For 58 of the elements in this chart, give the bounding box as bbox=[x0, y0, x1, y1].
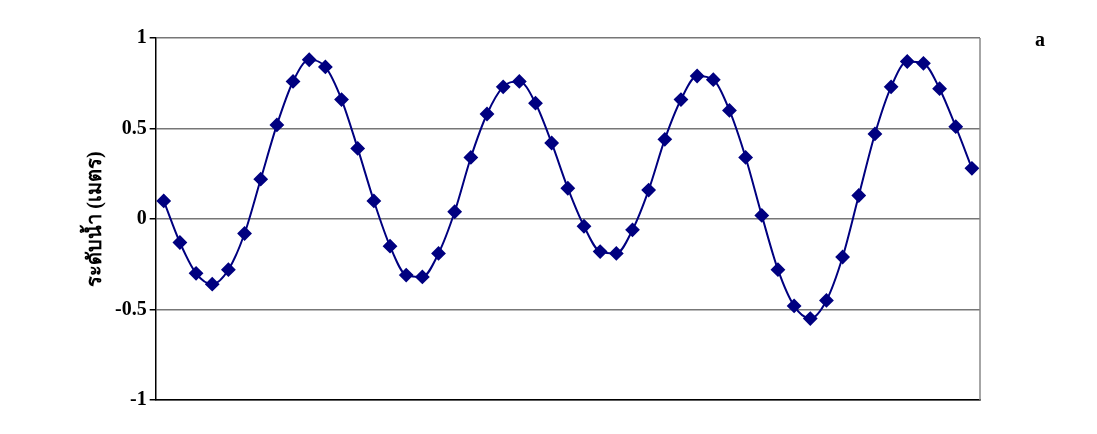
point bbox=[415, 269, 430, 284]
y-tick-label: 1 bbox=[136, 25, 147, 48]
point bbox=[560, 181, 575, 196]
point bbox=[690, 69, 705, 84]
y-axis-title: ระดับน้ำ (เมตร) bbox=[79, 151, 107, 287]
point bbox=[754, 208, 769, 223]
y-tick-label: 0 bbox=[136, 206, 147, 229]
point bbox=[480, 107, 495, 122]
point bbox=[964, 161, 979, 176]
point bbox=[819, 293, 834, 308]
point bbox=[383, 239, 398, 254]
point bbox=[172, 235, 187, 250]
point bbox=[673, 92, 688, 107]
point bbox=[431, 246, 446, 261]
point bbox=[205, 277, 220, 292]
y-tick-label: -0.5 bbox=[114, 296, 147, 319]
point bbox=[512, 74, 527, 89]
point bbox=[884, 79, 899, 94]
point bbox=[496, 79, 511, 94]
point bbox=[334, 92, 349, 107]
point bbox=[787, 298, 802, 313]
point bbox=[851, 188, 866, 203]
point bbox=[738, 150, 753, 165]
point bbox=[609, 246, 624, 261]
point bbox=[189, 266, 204, 281]
point bbox=[641, 183, 656, 198]
point bbox=[447, 204, 462, 219]
point bbox=[544, 135, 559, 150]
point bbox=[156, 193, 171, 208]
point bbox=[932, 81, 947, 96]
point bbox=[253, 172, 268, 187]
text: a bbox=[1035, 28, 1045, 51]
point bbox=[770, 262, 785, 277]
point bbox=[593, 244, 608, 259]
point bbox=[463, 150, 478, 165]
point bbox=[286, 74, 301, 89]
point bbox=[835, 250, 850, 265]
point bbox=[237, 226, 252, 241]
point bbox=[576, 219, 591, 234]
point bbox=[900, 54, 915, 69]
point bbox=[948, 119, 963, 134]
point bbox=[625, 222, 640, 237]
point bbox=[528, 96, 543, 111]
point bbox=[722, 103, 737, 118]
y-tick-label: 0.5 bbox=[121, 115, 147, 138]
point bbox=[803, 311, 818, 326]
point bbox=[867, 126, 882, 141]
point bbox=[657, 132, 672, 147]
point bbox=[916, 56, 931, 71]
point bbox=[350, 141, 365, 156]
y-tick-label: -1 bbox=[129, 387, 147, 410]
point bbox=[302, 52, 317, 67]
point bbox=[221, 262, 236, 277]
point bbox=[399, 268, 414, 283]
point bbox=[366, 193, 381, 208]
point bbox=[269, 117, 284, 132]
point bbox=[706, 72, 721, 87]
point bbox=[318, 59, 333, 74]
